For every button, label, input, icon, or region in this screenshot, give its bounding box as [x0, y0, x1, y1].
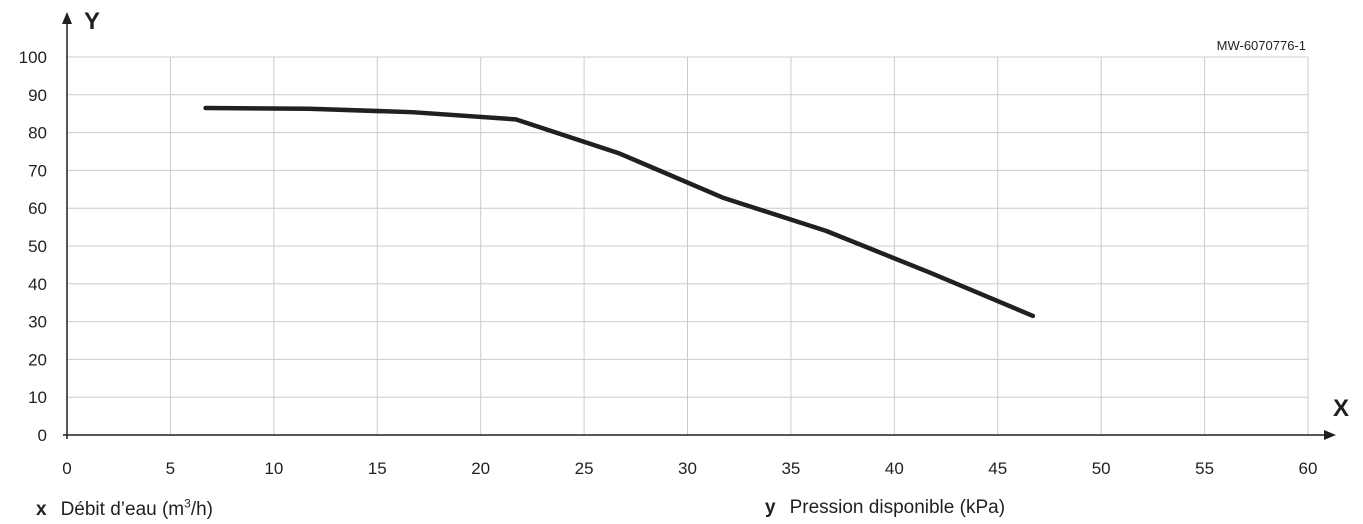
x-axis-letter: X — [1333, 395, 1349, 422]
x-tick-label-45: 45 — [988, 459, 1007, 478]
axes — [62, 12, 1336, 440]
grid — [67, 56, 1309, 435]
y-tick-label-70: 70 — [28, 161, 47, 180]
x-tick-label-5: 5 — [166, 459, 175, 478]
y-tick-label-30: 30 — [28, 313, 47, 332]
y-axis-arrow — [62, 12, 72, 24]
x-tick-label-55: 55 — [1195, 459, 1214, 478]
y-legend-label: Pression disponible (kPa) — [789, 497, 1006, 518]
x-tick-label-15: 15 — [368, 459, 387, 478]
x-tick-label-30: 30 — [678, 459, 697, 478]
y-tick-label-20: 20 — [28, 350, 47, 369]
y-tick-label-50: 50 — [28, 237, 47, 256]
x-legend-label: Débit d’eau (m3/h) — [60, 497, 214, 521]
x-tick-label-60: 60 — [1299, 459, 1318, 478]
x-tick-label-20: 20 — [471, 459, 490, 478]
y-tick-label-80: 80 — [28, 124, 47, 143]
y-tick-labels: 0 10 20 30 40 50 60 70 80 90 100 — [19, 48, 47, 445]
x-tick-label-35: 35 — [781, 459, 800, 478]
x-tick-label-10: 10 — [264, 459, 283, 478]
y-tick-label-10: 10 — [28, 388, 47, 407]
reference-code: MW-6070776-1 — [1217, 38, 1306, 53]
y-tick-label-40: 40 — [28, 275, 47, 294]
y-tick-label-100: 100 — [19, 48, 47, 67]
y-tick-label-0: 0 — [38, 426, 47, 445]
x-tick-label-50: 50 — [1092, 459, 1111, 478]
y-tick-label-60: 60 — [28, 199, 47, 218]
series-line-0 — [203, 105, 1036, 319]
series — [203, 105, 1036, 319]
x-legend: x Débit d’eau (m3/h) — [36, 497, 213, 521]
x-tick-label-25: 25 — [575, 459, 594, 478]
x-tick-labels: 0 5 10 15 20 25 30 35 40 45 50 55 60 — [62, 459, 1317, 478]
y-tick-label-90: 90 — [28, 86, 47, 105]
x-tick-label-0: 0 — [62, 459, 71, 478]
y-legend-key: y — [765, 497, 776, 518]
x-axis-arrow — [1324, 430, 1336, 440]
y-legend: y Pression disponible (kPa) — [765, 497, 1005, 519]
chart: 0 5 10 15 20 25 30 35 40 45 50 55 60 0 10 20 30 40 50 60 70… — [19, 8, 1349, 478]
y-axis-letter: Y — [84, 8, 100, 35]
x-tick-label-40: 40 — [885, 459, 904, 478]
x-legend-key: x — [36, 499, 47, 521]
